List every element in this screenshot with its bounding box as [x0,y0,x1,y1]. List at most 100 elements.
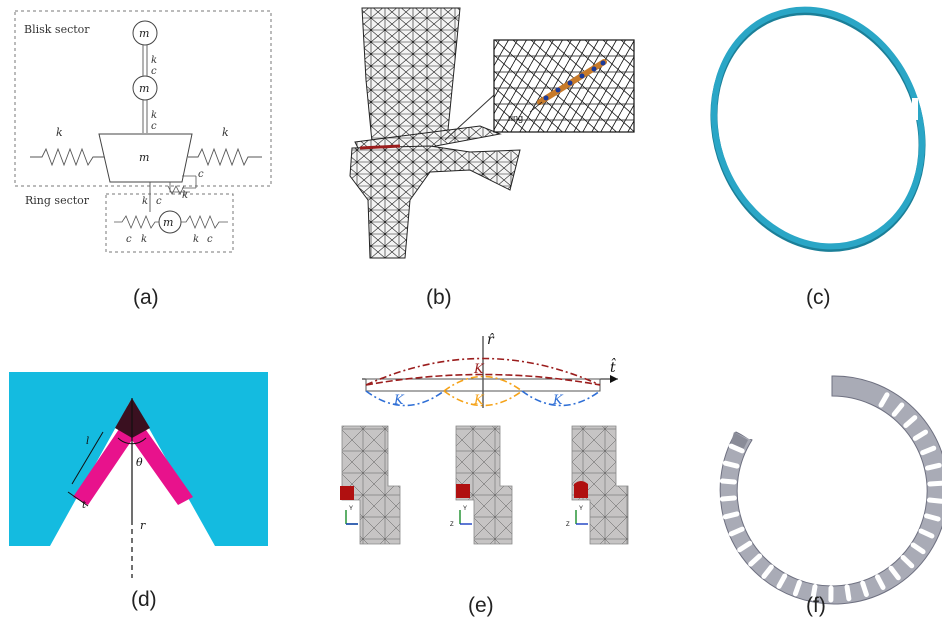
mode-k1-upper [365,357,601,386]
l-label: l [86,436,89,447]
ring-slot [776,573,788,589]
zoom-leader [444,94,495,141]
triad-z-3: Z [566,522,570,528]
ring-section-2 [456,484,470,498]
k3-label: K [473,393,485,408]
thickness-t-dim [67,491,89,507]
split-ring [710,6,926,250]
ring-sector-box [105,193,234,253]
t-label: t [82,500,87,511]
spring-kr-right [181,214,228,230]
ring-slot [748,413,763,427]
r-hat-label: r̂ [487,332,495,348]
ring-slot [874,574,886,590]
kt-label: k [142,196,148,207]
spring-k0-left [30,147,104,167]
ring-slot [912,429,929,441]
ring-slot [719,495,737,502]
mode-k2-right [521,390,601,407]
caption-b: (b) [426,286,452,309]
mass-m0-label: m [139,151,149,164]
theta-label: θ [136,456,143,469]
ring-slot [844,584,852,602]
triad-y-1: Y [349,506,353,512]
k2-right-label: K [552,393,564,408]
kr-right-label: k [193,234,199,245]
fe-snapshot-1: Y [340,425,401,545]
ring-section-1 [340,486,354,500]
ring-slot [761,401,774,416]
mass-mr-label: m [163,216,173,229]
cG-label: c [198,169,204,180]
k1-label: K [473,362,485,377]
k2-left-label: K [393,393,405,408]
ring-slot [903,415,918,428]
caption-a: (a) [133,286,159,309]
connector-b2-b1 [142,45,148,76]
ring-slots [719,383,942,603]
ct-label: c [156,196,162,207]
ring-slot [925,462,942,471]
cb1-label: c [151,121,157,132]
ring-magenta-layer [73,410,193,505]
ring-slot [728,526,745,537]
triad-z-2: Z [450,522,454,528]
mode-k3 [443,375,523,407]
ring-slot [722,511,740,520]
mass-m0 [98,133,193,183]
ring-slot [748,553,763,567]
ring-slot [860,580,869,597]
blade-mesh [361,7,461,143]
mass-mb1 [132,75,158,101]
ring-slot [900,554,915,569]
ring-slot [761,564,774,579]
mass-mb1-label: m [139,82,149,95]
cr-left-label: c [126,234,132,245]
ring-slot [792,383,802,401]
ring-slot [910,542,926,555]
ring-slot [924,513,941,522]
ring-slot [810,584,818,601]
ring-gap [912,98,918,120]
caption-f: (f) [806,594,826,617]
theta-arc [117,437,147,445]
panel-c-split-ring [710,6,926,252]
inset-ring-nodes [543,60,606,101]
ring-slot [737,540,753,553]
spring-k0-right [188,147,262,167]
r-label: r [140,519,146,532]
t-hat-arrow [610,375,618,383]
length-l-dim [71,431,104,485]
caption-e: (e) [468,594,494,617]
mass-mb2-label: m [139,27,149,40]
kb2-label: k [151,55,157,66]
ring-slot [728,443,745,454]
blisk-sector-box [14,10,272,187]
t-hat-label: t̂ [610,357,616,376]
caption-d: (d) [131,588,157,611]
panel-e-mode-shapes: r̂ t̂ K K K K Y Z Y [340,332,629,545]
ring-slot [737,427,753,440]
kr-left-label: k [141,234,147,245]
groove-background [9,372,268,546]
ring-slot [719,478,737,485]
ring-slot [722,460,740,469]
ring-slot [926,497,942,504]
kG-label: k [182,190,188,201]
caption-c: (c) [806,286,831,309]
fe-snapshot-3: Z Y [566,425,629,545]
panel-f-slotted-ring [719,375,942,605]
ring-location [359,144,401,150]
cr-right-label: c [207,234,213,245]
spring-kr-left [114,214,159,230]
ring-sector-label: Ring sector [25,194,90,207]
triad-y-2: Y [463,506,467,512]
slotted-ring-body [719,375,942,605]
ring-slot [792,579,802,597]
panel-d-groove-section: θ r l t [9,372,268,578]
ring-slot [918,528,935,539]
k0-left-label: k [56,126,63,139]
kb1-label: k [151,110,157,121]
panel-b-fe-mesh: ring [349,7,635,259]
